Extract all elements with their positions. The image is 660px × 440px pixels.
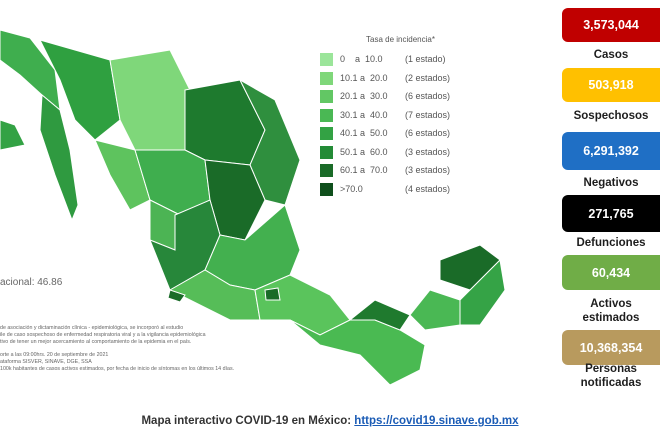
legend-swatch bbox=[320, 90, 333, 103]
state-shape bbox=[348, 299, 411, 331]
stat-label: Casos bbox=[593, 49, 629, 61]
footnote-line: tivo de tener un mejor acercamiento al c… bbox=[0, 339, 192, 345]
legend-swatch bbox=[320, 145, 333, 159]
state-shape bbox=[0, 119, 26, 151]
state-shape bbox=[264, 287, 281, 301]
footer-link[interactable]: https://covid19.sinave.gob.mx bbox=[354, 415, 519, 427]
stat-label: Personas notificadas bbox=[580, 363, 642, 389]
legend-swatch bbox=[320, 53, 333, 66]
stat-value: 271,765 bbox=[562, 195, 660, 232]
map bbox=[0, 29, 506, 386]
footnote-line: de asociación y dictaminación clínica - … bbox=[0, 325, 184, 331]
footnotes: de asociación y dictaminación clínica - … bbox=[0, 325, 300, 373]
legend-range: 30.1 a 40.0 bbox=[340, 109, 388, 120]
state-shape bbox=[39, 93, 79, 222]
legend-range: 40.1 a 50.0 bbox=[340, 128, 388, 138]
legend-count: (7 estados) bbox=[405, 109, 451, 120]
footnote-line: ile de caso sospechoso de enfermedad res… bbox=[0, 332, 206, 338]
state-shape bbox=[0, 29, 61, 112]
state-shape bbox=[289, 319, 426, 386]
legend-swatch bbox=[320, 71, 333, 85]
state-shape bbox=[409, 289, 461, 331]
footnote-line: 100k habitantes de casos activos estimad… bbox=[0, 366, 235, 372]
stat-value: 3,573,044 bbox=[562, 8, 660, 42]
legend-count: (6 estados) bbox=[405, 91, 451, 101]
stat-label: Negativos bbox=[583, 177, 639, 189]
national-rate: acional: 46.86 bbox=[0, 277, 63, 288]
legend-swatch bbox=[320, 127, 333, 140]
legend-count: (3 estados) bbox=[405, 165, 451, 175]
legend-count: (6 estados) bbox=[405, 128, 451, 138]
state-shape bbox=[167, 289, 186, 303]
footnote-line: ataforma SISVER, SINAVE, DGE, SSA bbox=[0, 359, 92, 365]
legend-range: 0 a 10.0 bbox=[340, 54, 383, 64]
legend-title: Tasa de incidencia* bbox=[366, 35, 435, 44]
legend-count: (3 estados) bbox=[405, 146, 451, 157]
state-shape bbox=[109, 49, 191, 151]
state-shape bbox=[238, 78, 301, 206]
stat-label: Activos estimados bbox=[582, 298, 640, 324]
stat-label: Sospechosos bbox=[573, 110, 649, 122]
legend-swatch bbox=[320, 164, 333, 177]
legend-swatch bbox=[320, 182, 333, 196]
legend-count: (1 estado) bbox=[405, 54, 446, 64]
legend-range: 20.1 a 30.0 bbox=[340, 91, 388, 101]
stat-value: 60,434 bbox=[562, 255, 660, 290]
legend-count: (4 estados) bbox=[405, 183, 451, 194]
footer: Mapa interactivo COVID-19 en México: htt… bbox=[0, 415, 660, 427]
stat-value: 6,291,392 bbox=[562, 132, 660, 170]
stat-value: 503,918 bbox=[562, 68, 660, 102]
legend-count: (2 estados) bbox=[405, 72, 451, 83]
legend-range: 10.1 a 20.0 bbox=[340, 72, 388, 83]
state-shape bbox=[94, 139, 151, 211]
stat-value: 10,368,354 bbox=[562, 330, 660, 365]
legend-range: >70.0 bbox=[340, 183, 363, 194]
legend-range: 50.1 a 60.0 bbox=[340, 146, 388, 157]
footer-text: Mapa interactivo COVID-19 en México: bbox=[141, 415, 352, 427]
stat-label: Defunciones bbox=[576, 237, 646, 249]
legend-swatch bbox=[320, 108, 333, 122]
footnote-line: orte a las 09:00hrs. 20 de septiembre de… bbox=[0, 352, 109, 358]
legend-range: 60.1 a 70.0 bbox=[340, 165, 388, 175]
state-shape bbox=[459, 258, 506, 326]
